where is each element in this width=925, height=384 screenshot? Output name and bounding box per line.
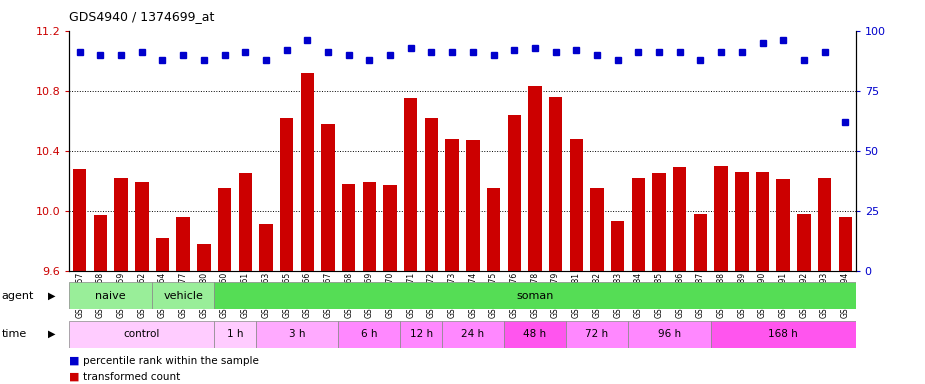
Bar xyxy=(673,167,686,384)
Text: agent: agent xyxy=(2,291,34,301)
Text: 24 h: 24 h xyxy=(462,329,485,339)
Bar xyxy=(446,139,459,384)
Bar xyxy=(363,182,376,384)
Text: control: control xyxy=(124,329,160,339)
Bar xyxy=(215,321,255,348)
Bar xyxy=(215,282,856,309)
Bar xyxy=(839,217,852,384)
Bar xyxy=(566,321,628,348)
Bar xyxy=(628,321,710,348)
Bar xyxy=(401,321,442,348)
Text: 6 h: 6 h xyxy=(361,329,377,339)
Text: GDS4940 / 1374699_at: GDS4940 / 1374699_at xyxy=(69,10,215,23)
Bar xyxy=(610,221,624,384)
Bar xyxy=(797,214,810,384)
Text: 12 h: 12 h xyxy=(410,329,433,339)
Bar xyxy=(383,185,397,384)
Bar xyxy=(590,188,604,384)
Bar xyxy=(339,321,401,348)
Bar xyxy=(776,179,790,384)
Bar xyxy=(735,172,748,384)
Text: vehicle: vehicle xyxy=(163,291,204,301)
Text: naive: naive xyxy=(95,291,126,301)
Bar xyxy=(442,321,504,348)
Bar xyxy=(321,124,335,384)
Text: 168 h: 168 h xyxy=(769,329,798,339)
Text: ■: ■ xyxy=(69,372,80,382)
Text: percentile rank within the sample: percentile rank within the sample xyxy=(83,356,259,366)
Text: 48 h: 48 h xyxy=(524,329,547,339)
Bar xyxy=(756,172,770,384)
Bar xyxy=(177,217,190,384)
Text: ▶: ▶ xyxy=(48,291,55,301)
Bar xyxy=(342,184,355,384)
Bar xyxy=(197,244,211,384)
Text: soman: soman xyxy=(516,291,553,301)
Bar xyxy=(508,115,521,384)
Bar xyxy=(710,321,856,348)
Text: time: time xyxy=(2,329,27,339)
Bar xyxy=(404,98,417,384)
Text: 1 h: 1 h xyxy=(227,329,243,339)
Bar xyxy=(280,118,293,384)
Bar xyxy=(115,178,128,384)
Bar xyxy=(504,321,566,348)
Text: ▶: ▶ xyxy=(48,329,55,339)
Bar xyxy=(135,182,149,384)
Bar xyxy=(652,173,666,384)
Bar xyxy=(152,282,215,309)
Bar xyxy=(632,178,645,384)
Bar xyxy=(570,139,583,384)
Text: 96 h: 96 h xyxy=(658,329,681,339)
Bar xyxy=(69,321,215,348)
Text: 3 h: 3 h xyxy=(289,329,305,339)
Bar xyxy=(255,321,339,348)
Bar xyxy=(466,140,479,384)
Bar xyxy=(93,215,107,384)
Text: ■: ■ xyxy=(69,356,80,366)
Bar xyxy=(239,173,252,384)
Text: 72 h: 72 h xyxy=(586,329,609,339)
Text: transformed count: transformed count xyxy=(83,372,180,382)
Bar xyxy=(259,224,273,384)
Bar xyxy=(487,188,500,384)
Bar xyxy=(549,97,562,384)
Bar xyxy=(714,166,728,384)
Bar xyxy=(73,169,86,384)
Bar xyxy=(425,118,438,384)
Bar xyxy=(818,178,832,384)
Bar xyxy=(155,238,169,384)
Bar xyxy=(301,73,314,384)
Bar xyxy=(694,214,708,384)
Bar xyxy=(217,188,231,384)
Bar xyxy=(528,86,542,384)
Bar xyxy=(69,282,152,309)
